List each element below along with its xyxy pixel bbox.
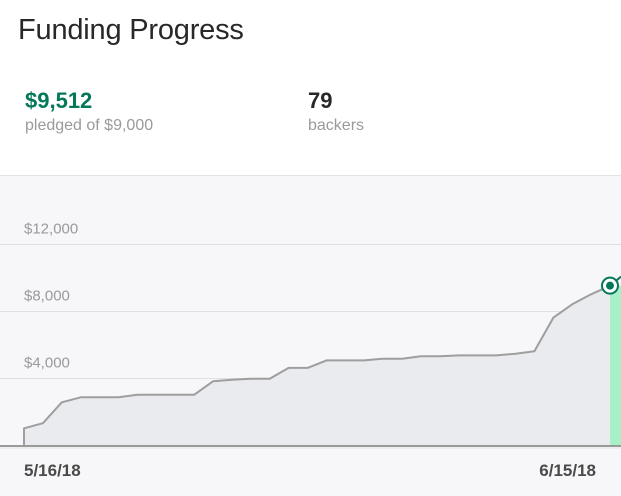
backers-label: backers [308, 117, 365, 134]
x-tick-label-start: 5/16/18 [24, 461, 81, 480]
funding-area [24, 285, 610, 445]
funding-chart: $4,000 $8,000 $12,000 5/16/18 6/15/18 [0, 175, 621, 496]
goal-reached-bar [610, 285, 621, 445]
y-tick-label: $8,000 [24, 288, 70, 305]
pledged-goal-label: pledged of $9,000 [25, 117, 154, 134]
backers-stat: 79 backers [308, 88, 364, 136]
y-tick-label: $4,000 [24, 355, 70, 372]
x-tick-label-end: 6/15/18 [539, 461, 596, 480]
backers-count: 79 [308, 88, 333, 113]
funding-chart-svg: $4,000 $8,000 $12,000 5/16/18 6/15/18 [0, 175, 621, 480]
y-tick-label: $12,000 [24, 221, 78, 238]
pledged-amount: $9,512 [25, 88, 93, 113]
funding-line [23, 284, 611, 445]
page-title: Funding Progress [18, 14, 244, 46]
pledged-stat: $9,512 pledged of $9,000 [25, 88, 153, 136]
current-total-dot [606, 281, 614, 290]
